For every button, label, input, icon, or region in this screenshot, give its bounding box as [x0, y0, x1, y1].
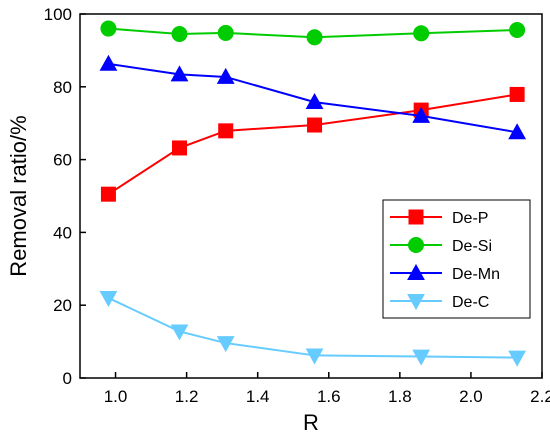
legend-label: De-Si [452, 238, 492, 255]
y-tick-label: 60 [53, 151, 72, 170]
legend-label: De-C [452, 294, 489, 311]
data-point-de-c [305, 348, 324, 365]
series-de-mn [99, 54, 527, 140]
x-tick-label: 2.0 [459, 387, 483, 406]
legend-marker [407, 294, 425, 311]
legend-marker [408, 237, 424, 253]
data-point-de-p [100, 186, 116, 202]
x-axis-title: R [303, 410, 319, 435]
data-point-de-c [412, 349, 431, 366]
x-tick-label: 1.0 [104, 387, 128, 406]
series-de-p [100, 86, 525, 202]
y-tick-label: 40 [53, 223, 72, 242]
legend-item-de-si: De-Si [390, 237, 492, 255]
data-point-de-mn [170, 65, 189, 82]
data-point-de-c [99, 290, 118, 307]
y-tick-label: 80 [53, 78, 72, 97]
series-line-de-si [108, 27, 518, 39]
data-point-de-mn [305, 93, 324, 110]
x-tick-label: 1.4 [246, 387, 270, 406]
data-point-de-si [413, 25, 430, 42]
data-point-de-si [509, 22, 526, 39]
data-point-de-mn [508, 123, 527, 140]
x-tick-label: 1.6 [317, 387, 341, 406]
data-point-de-c [216, 336, 235, 353]
series-line-de-c [108, 297, 518, 359]
x-tick-label: 1.2 [175, 387, 199, 406]
data-point-de-si [306, 29, 323, 46]
legend: De-P De-Si De-Mn De-C [382, 199, 531, 319]
data-point-de-mn [216, 67, 235, 84]
legend-box [382, 199, 531, 319]
data-point-de-c [508, 350, 527, 367]
data-point-de-si [217, 24, 234, 41]
series-layer [99, 20, 527, 367]
data-point-de-c [170, 324, 189, 341]
data-point-de-p [307, 117, 323, 133]
data-point-de-p [218, 123, 234, 139]
data-point-de-mn [412, 106, 431, 123]
data-point-de-p [509, 86, 525, 102]
y-tick-label: 100 [44, 5, 72, 24]
series-de-c [99, 290, 527, 367]
data-point-de-si [100, 20, 117, 37]
series-line-de-mn [108, 62, 518, 134]
series-de-si [100, 20, 526, 46]
legend-label: De-P [452, 210, 488, 227]
legend-item-de-p: De-P [390, 209, 488, 227]
data-point-de-mn [99, 54, 118, 71]
legend-label: De-Mn [452, 266, 500, 283]
legend-item-de-c: De-C [390, 294, 489, 311]
x-tick-label: 1.8 [388, 387, 412, 406]
ticks-layer: 1.0 1.2 1.4 1.6 1.8 2.0 2.2 0 20 40 60 80 100 [44, 5, 550, 406]
legend-marker [407, 263, 425, 280]
y-tick-label: 0 [63, 369, 72, 388]
y-axis-title: Removal ratio/% [6, 115, 31, 276]
legend-marker [408, 209, 424, 225]
x-tick-label: 2.2 [530, 387, 550, 406]
data-point-de-si [171, 26, 188, 43]
data-point-de-p [172, 140, 188, 156]
y-tick-label: 20 [53, 296, 72, 315]
series-line-de-p [107, 93, 518, 196]
plot-frame [79, 13, 543, 379]
legend-item-de-mn: De-Mn [390, 263, 500, 283]
